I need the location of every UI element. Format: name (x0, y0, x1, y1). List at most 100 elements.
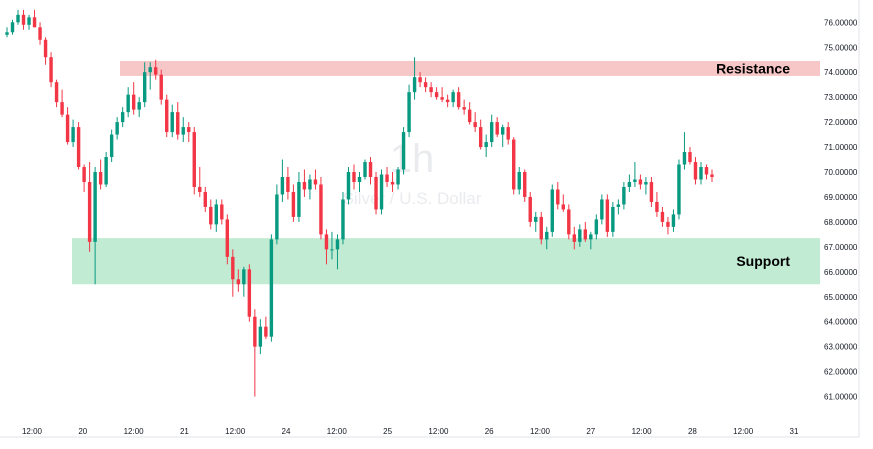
candle-body (600, 199, 604, 220)
candle (98, 159, 103, 190)
candle (660, 206, 665, 227)
candle-body (27, 17, 31, 25)
candle-body (418, 77, 422, 83)
candle (633, 162, 637, 187)
y-tick-label: 70.00000 (824, 168, 858, 177)
candle-body (622, 186, 626, 205)
candle (572, 226, 577, 250)
candle-body (82, 167, 86, 182)
candle (120, 107, 125, 128)
candle-body (633, 179, 637, 182)
candle (54, 79, 59, 108)
y-tick-label: 72.00000 (824, 118, 858, 127)
candle-body (556, 189, 560, 205)
candle-body (341, 199, 345, 240)
candle (506, 122, 510, 145)
candle-body (594, 219, 599, 235)
candle (693, 157, 698, 185)
candle (192, 127, 196, 195)
y-tick-label: 74.00000 (824, 68, 858, 77)
watermark-symbol: Silver / U.S. Dollar (343, 189, 482, 208)
candle (677, 159, 681, 220)
y-tick-label: 62.00000 (824, 368, 858, 377)
candle (65, 107, 70, 145)
candle (512, 137, 516, 195)
candle-body (550, 189, 554, 232)
candle-body (512, 139, 516, 190)
candle-body (434, 92, 439, 98)
zones-layer (72, 60, 820, 285)
candle-body (473, 122, 477, 128)
candle (545, 226, 549, 250)
candle-body (16, 14, 20, 23)
candle (688, 147, 692, 165)
candle (5, 27, 9, 38)
candle (379, 169, 384, 215)
zone-resistance (120, 60, 820, 76)
candle (87, 162, 92, 252)
candle (209, 199, 213, 230)
candle (10, 19, 15, 35)
candle (589, 231, 593, 250)
x-tick-label: 12:00 (22, 427, 43, 436)
candle-body (71, 127, 75, 143)
candle-body (666, 221, 670, 227)
candle (357, 172, 362, 192)
candle-body (484, 142, 488, 148)
y-tick-label: 61.00000 (824, 393, 858, 402)
candle (627, 174, 632, 192)
candle (109, 129, 114, 163)
candle-body (170, 112, 174, 133)
candle (76, 122, 81, 170)
candle-body (203, 191, 207, 207)
candle (159, 69, 163, 105)
candle-body (214, 204, 219, 225)
candle (638, 174, 643, 190)
x-tick-label: 24 (282, 427, 291, 436)
candle (247, 264, 252, 322)
candle-body (115, 122, 119, 135)
y-tick-label: 64.00000 (824, 318, 858, 327)
candle-body (500, 127, 505, 135)
candle (32, 9, 37, 28)
candle (644, 176, 648, 195)
candle-body (374, 176, 378, 210)
candle-body (181, 127, 185, 135)
candle (704, 164, 709, 180)
candle (556, 181, 560, 210)
candle-body (578, 229, 582, 242)
candle (297, 172, 301, 222)
candle (142, 62, 147, 108)
candle-body (644, 181, 648, 185)
candle (523, 169, 527, 202)
candle-body (131, 94, 136, 110)
candle (71, 119, 75, 148)
candle (335, 234, 340, 270)
candle (220, 199, 224, 225)
candle (374, 172, 378, 215)
candle-body (54, 82, 59, 103)
y-tick-label: 68.00000 (824, 218, 858, 227)
candle-body (264, 326, 268, 337)
x-tick-label: 20 (78, 427, 87, 436)
candle-body (429, 87, 433, 93)
candle (126, 87, 130, 118)
candle-body (363, 162, 367, 177)
candle-body (126, 94, 130, 113)
candle (561, 194, 565, 212)
candle (60, 89, 64, 118)
candle-body (198, 186, 202, 192)
x-tick-label: 12:00 (124, 427, 145, 436)
candle (49, 52, 53, 88)
candle (478, 119, 483, 150)
candle (176, 102, 180, 140)
candle-body (137, 102, 141, 110)
candle-body (93, 172, 97, 242)
y-tick-label: 73.00000 (824, 93, 858, 102)
candle (308, 174, 312, 200)
candle-body (605, 199, 610, 232)
candle-body (231, 256, 235, 280)
candle (517, 167, 521, 195)
candle (291, 184, 296, 222)
